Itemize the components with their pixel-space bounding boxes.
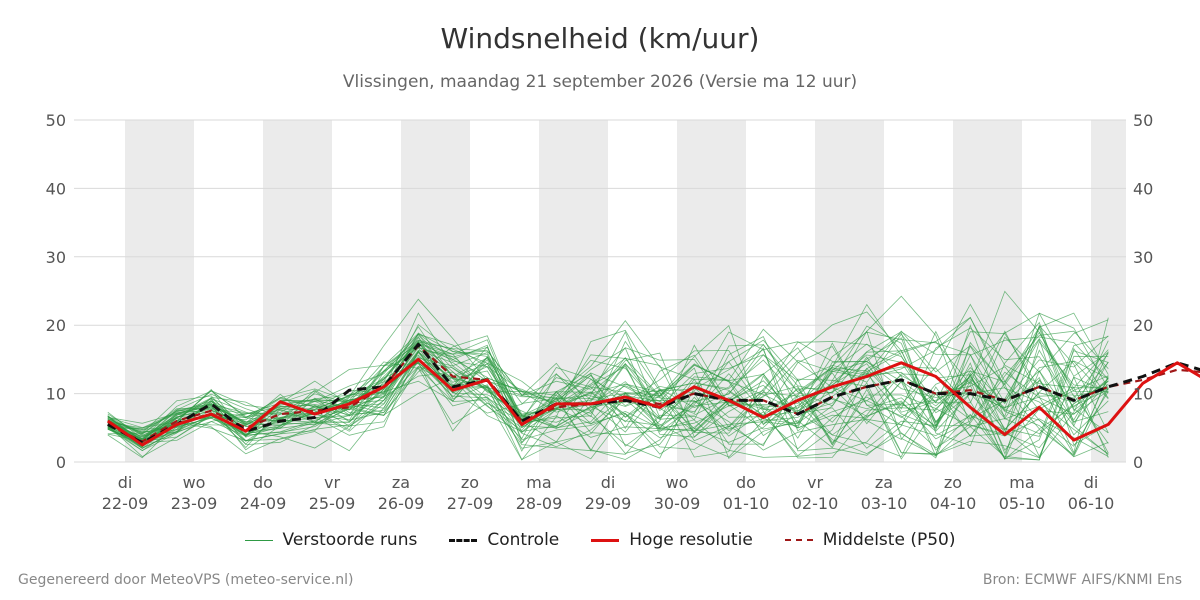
x-tick-date: 03-10 — [861, 494, 908, 513]
ensemble-run-line — [107, 330, 1109, 458]
legend-swatch-p50 — [784, 539, 813, 541]
x-tick-day: di — [601, 473, 616, 492]
x-tick-date: 22-09 — [102, 494, 149, 513]
y-tick-label-right: 10 — [1133, 385, 1153, 404]
x-tick-day: za — [392, 473, 410, 492]
x-tick-day: vr — [807, 473, 823, 492]
ensemble-run-line — [107, 317, 1109, 459]
footer-source: Bron: ECMWF AIFS/KNMI Ens — [982, 572, 1182, 588]
y-tick-label-left: 10 — [46, 385, 66, 404]
legend-swatch-control — [449, 538, 478, 542]
ensemble-run-line — [107, 332, 1109, 456]
x-tick-date: 25-09 — [309, 494, 356, 513]
y-tick-label-left: 0 — [56, 453, 66, 472]
ensemble-run-line — [107, 349, 1109, 459]
ensemble-run-line — [107, 329, 1109, 461]
y-tick-label-left: 50 — [46, 111, 66, 130]
ensemble-run-line — [107, 342, 1109, 459]
x-tick-day: vr — [324, 473, 340, 492]
ensemble-run-line — [107, 325, 1109, 458]
x-tick-day: za — [875, 473, 893, 492]
y-tick-label-right: 20 — [1133, 316, 1153, 335]
x-tick-day: zo — [461, 473, 479, 492]
legend-label-perturbed: Verstoorde runs — [282, 530, 418, 550]
axis-labels: 0 0 10 10 20 20 30 30 40 40 50 50 di 22-09 wo 23-09 do 24… — [46, 111, 1154, 513]
x-tick-date: 04-10 — [930, 494, 977, 513]
legend-item-control[interactable]: Controle — [449, 530, 559, 550]
day-band — [401, 120, 470, 462]
y-tick-label-left: 30 — [46, 248, 66, 267]
ensemble-run-line — [107, 328, 1109, 458]
x-tick-day: di — [1084, 473, 1099, 492]
x-tick-day: di — [118, 473, 133, 492]
chart-subtitle: Vlissingen, maandag 21 september 2026 (V… — [342, 72, 858, 92]
ensemble-run-line — [107, 321, 1109, 455]
series-line-hires — [106, 357, 1200, 447]
ensemble-run-line — [107, 351, 1109, 451]
y-tick-label-right: 30 — [1133, 248, 1153, 267]
x-tick-date: 05-10 — [999, 494, 1046, 513]
x-tick-day: do — [253, 473, 273, 492]
y-tick-label-right: 40 — [1133, 179, 1153, 198]
day-band — [125, 120, 194, 462]
x-tick-date: 29-09 — [585, 494, 632, 513]
y-tick-label-left: 20 — [46, 316, 66, 335]
x-tick-date: 28-09 — [516, 494, 563, 513]
x-tick-date: 02-10 — [792, 494, 839, 513]
x-tick-date: 30-09 — [654, 494, 701, 513]
x-tick-date: 27-09 — [447, 494, 494, 513]
legend-swatch-hires — [591, 538, 620, 542]
x-tick-day: wo — [183, 473, 206, 492]
y-tick-label-right: 0 — [1133, 453, 1143, 472]
ensemble-run-line — [107, 317, 1109, 457]
footer-generated-by: Gegenereerd door MeteoVPS (meteo-service… — [18, 572, 354, 588]
chart-title: Windsnelheid (km/uur) — [440, 22, 760, 55]
legend-item-p50[interactable]: Middelste (P50) — [784, 530, 956, 550]
series-line-p50 — [107, 344, 1200, 443]
legend-label-hires: Hoge resolutie — [629, 530, 753, 550]
series-line-control — [107, 342, 1200, 445]
x-tick-day: ma — [1009, 473, 1034, 492]
legend-label-control: Controle — [487, 530, 560, 550]
legend: Verstoorde runs Controle Hoge resolutie … — [0, 530, 1200, 550]
ensemble-run-line — [107, 323, 1109, 460]
y-tick-label-left: 40 — [46, 179, 66, 198]
legend-swatch-perturbed — [244, 539, 273, 541]
x-tick-date: 01-10 — [723, 494, 770, 513]
y-tick-label-right: 50 — [1133, 111, 1153, 130]
day-band — [953, 120, 1022, 462]
legend-item-hires[interactable]: Hoge resolutie — [591, 530, 753, 550]
main-series — [106, 342, 1200, 447]
x-tick-day: zo — [944, 473, 962, 492]
legend-item-perturbed[interactable]: Verstoorde runs — [244, 530, 418, 550]
legend-label-p50: Middelste (P50) — [822, 530, 956, 550]
day-band — [1091, 120, 1126, 462]
ensemble-run-line — [107, 340, 1109, 459]
x-tick-day: do — [736, 473, 756, 492]
x-tick-date: 23-09 — [171, 494, 218, 513]
x-tick-day: wo — [666, 473, 689, 492]
x-tick-date: 24-09 — [240, 494, 287, 513]
x-tick-date: 26-09 — [378, 494, 425, 513]
ensemble-run-line — [107, 346, 1109, 461]
ensemble-run-line — [107, 363, 1109, 460]
ensemble-run-line — [107, 330, 1109, 457]
x-tick-day: ma — [526, 473, 551, 492]
ensemble-run-line — [107, 330, 1109, 457]
x-tick-date: 06-10 — [1068, 494, 1115, 513]
